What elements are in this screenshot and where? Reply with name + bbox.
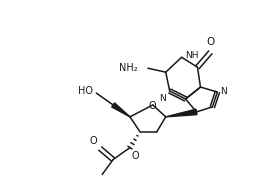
Text: NH: NH: [186, 51, 199, 60]
Polygon shape: [112, 103, 130, 117]
Text: NH₂: NH₂: [119, 63, 138, 73]
Text: N: N: [159, 94, 166, 103]
Text: O: O: [132, 151, 140, 161]
Polygon shape: [166, 109, 197, 117]
Text: O: O: [206, 37, 215, 47]
Text: O: O: [148, 101, 156, 111]
Text: HO: HO: [78, 86, 93, 96]
Text: O: O: [90, 136, 97, 146]
Text: N: N: [220, 87, 227, 96]
